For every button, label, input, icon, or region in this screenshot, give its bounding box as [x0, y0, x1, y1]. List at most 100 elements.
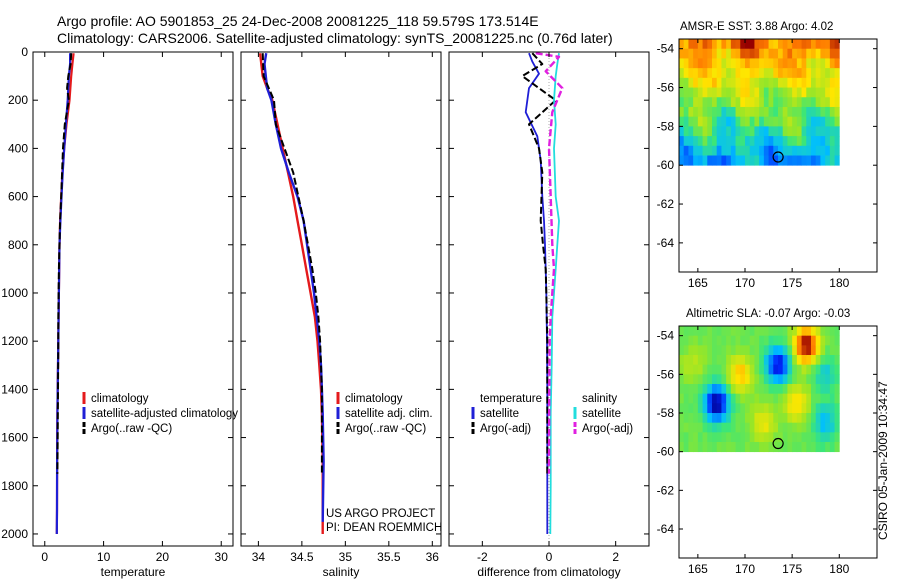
- field-cell: [815, 106, 821, 118]
- project-annotation: US ARGO PROJECT: [326, 508, 435, 520]
- field-cell: [806, 126, 812, 137]
- field-cell: [763, 68, 769, 79]
- field-cell: [787, 364, 793, 375]
- field-cell: [811, 87, 817, 98]
- field-cell: [726, 364, 732, 375]
- sst-field: [679, 39, 840, 166]
- field-cell: [825, 87, 831, 98]
- field-cell: [792, 432, 798, 443]
- field-cell: [716, 403, 722, 414]
- field-cell: [693, 364, 699, 375]
- x-tick-label: 180: [829, 276, 849, 290]
- field-cell: [796, 403, 802, 414]
- field-cell: [716, 384, 722, 395]
- field-cell: [745, 68, 751, 79]
- field-cell: [825, 126, 831, 137]
- field-cell: [697, 374, 703, 385]
- field-cell: [782, 442, 788, 453]
- field-cell: [749, 384, 755, 395]
- field-cell: [792, 384, 798, 395]
- field-cell: [787, 145, 793, 156]
- field-cell: [792, 48, 798, 59]
- field-cell: [745, 403, 751, 414]
- field-cell: [735, 136, 741, 147]
- field-cell: [801, 68, 807, 79]
- field-cell: [707, 106, 713, 118]
- field-cell: [825, 48, 831, 59]
- field-cell: [801, 364, 807, 375]
- field-cell: [745, 48, 751, 59]
- field-cell: [707, 97, 713, 108]
- field-cell: [745, 326, 751, 337]
- field-cell: [806, 106, 812, 118]
- field-cell: [726, 87, 732, 98]
- field-cell: [763, 136, 769, 147]
- field-cell: [749, 422, 755, 433]
- field-cell: [782, 384, 788, 395]
- field-cell: [811, 97, 817, 108]
- field-cell: [792, 116, 798, 127]
- field-cell: [726, 355, 732, 366]
- field-cell: [745, 384, 751, 395]
- field-cell: [787, 136, 793, 147]
- field-cell: [749, 364, 755, 375]
- field-cell: [735, 442, 741, 453]
- field-cell: [679, 39, 685, 50]
- field-cell: [683, 413, 689, 424]
- field-cell: [730, 58, 736, 69]
- field-cell: [745, 145, 751, 156]
- field-cell: [829, 97, 835, 108]
- field-cell: [721, 393, 727, 404]
- field-cell: [735, 335, 741, 346]
- field-cell: [679, 364, 685, 375]
- field-cell: [829, 442, 835, 453]
- field-cell: [702, 116, 708, 127]
- field-cell: [697, 58, 703, 69]
- field-cell: [721, 39, 727, 50]
- field-cell: [778, 136, 784, 147]
- field-cell: [707, 335, 713, 346]
- field-cell: [688, 374, 694, 385]
- field-cell: [778, 116, 784, 127]
- field-cell: [740, 432, 746, 443]
- field-cell: [745, 77, 751, 88]
- field-cell: [693, 77, 699, 88]
- field-cell: [820, 116, 826, 127]
- y-tick-label: -58: [657, 119, 675, 133]
- field-cell: [782, 87, 788, 98]
- field-cell: [749, 355, 755, 366]
- field-cell: [721, 326, 727, 337]
- field-cell: [735, 155, 741, 166]
- field-cell: [688, 136, 694, 147]
- field-cell: [815, 97, 821, 108]
- field-cell: [829, 422, 835, 433]
- field-cell: [768, 87, 774, 98]
- field-cell: [782, 145, 788, 156]
- field-cell: [759, 39, 765, 50]
- field-cell: [679, 403, 685, 414]
- field-cell: [787, 374, 793, 385]
- legend-label-climatology: climatology: [91, 393, 149, 405]
- field-cell: [726, 126, 732, 137]
- field-cell: [745, 345, 751, 356]
- field-cell: [773, 413, 779, 424]
- field-cell: [815, 87, 821, 98]
- sla-field: [679, 326, 840, 453]
- x-axis-label: salinity: [323, 565, 360, 579]
- field-cell: [825, 442, 831, 453]
- field-cell: [749, 39, 755, 50]
- field-cell: [811, 422, 817, 433]
- field-cell: [707, 442, 713, 453]
- field-cell: [759, 413, 765, 424]
- field-cell: [754, 413, 760, 424]
- field-cell: [735, 355, 741, 366]
- temperature-panel: 0 10 20 30 temperature 0 200 400 600 800 1000 1200 1…: [1, 45, 234, 579]
- field-cell: [683, 345, 689, 356]
- field-cell: [702, 87, 708, 98]
- field-cell: [792, 326, 798, 337]
- field-cell: [811, 442, 817, 453]
- field-cell: [768, 422, 774, 433]
- x-tick-label: 165: [688, 276, 708, 290]
- field-cell: [834, 413, 840, 424]
- field-cell: [815, 413, 821, 424]
